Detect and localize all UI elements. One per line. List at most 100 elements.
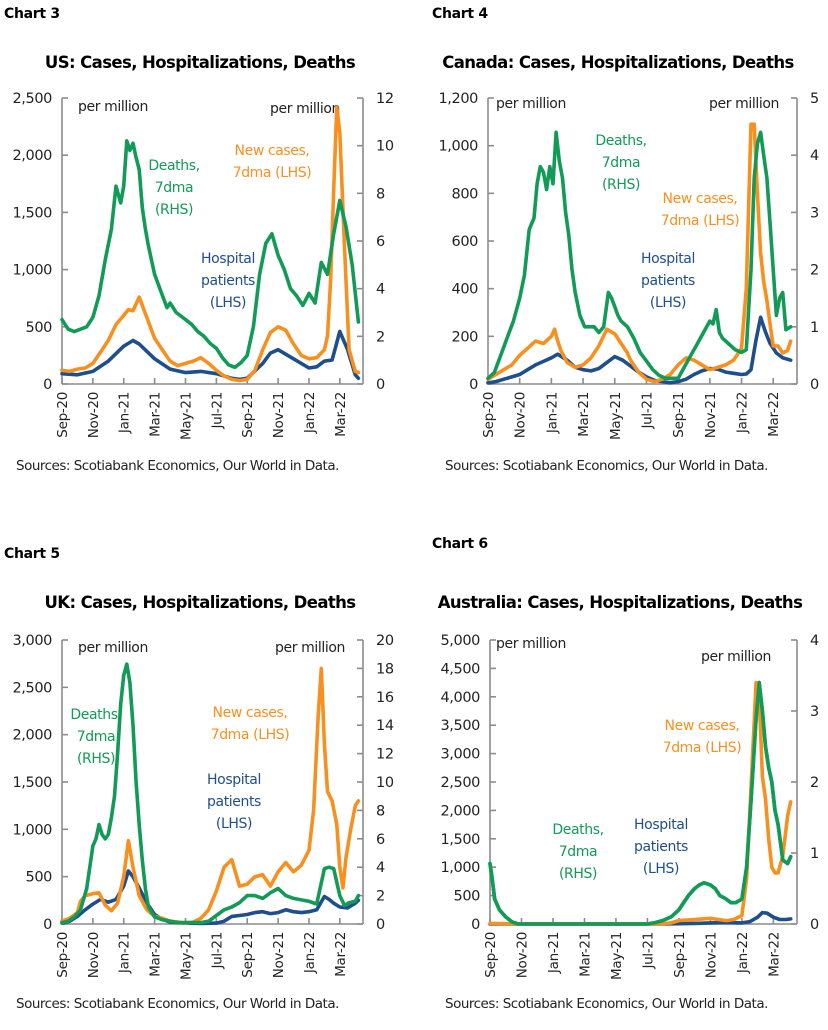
annotation-line: 7dma (LHS) xyxy=(663,740,742,756)
left-tick-label: 3,000 xyxy=(12,633,52,649)
x-tick-label: Sep-20 xyxy=(483,932,499,978)
right-tick-label: 1 xyxy=(810,320,819,336)
right-tick-label: 14 xyxy=(376,718,394,734)
chart-panel-australia: Chart 6 Australia: Cases, Hospitalizatio… xyxy=(414,530,828,1030)
annotation-line: Deaths, xyxy=(70,707,121,723)
annotation-deaths: Deaths, 7dma (RHS) xyxy=(595,133,646,193)
left-tick-label: 0 xyxy=(471,917,480,933)
left-tick-label: 1,200 xyxy=(438,91,478,107)
left-tick-label: 2,500 xyxy=(12,680,52,696)
x-tick-label: Jan-21 xyxy=(117,392,133,434)
right-tick-label: 2 xyxy=(376,329,385,345)
x-tick-label: Sep-21 xyxy=(671,392,687,438)
left-tick-label: 1,500 xyxy=(440,832,480,848)
left-tick-label: 1,500 xyxy=(12,775,52,791)
source-note: Sources: Scotiabank Economics, Our World… xyxy=(445,458,768,474)
x-tick-label: Mar-22 xyxy=(333,932,349,977)
chart-panel-canada: Chart 4 Canada: Cases, Hospitalizations,… xyxy=(414,0,828,500)
x-tick-label: Jan-22 xyxy=(735,932,751,974)
right-tick-label: 4 xyxy=(810,633,819,649)
annotation-line: New cases, xyxy=(235,143,310,159)
source-note: Sources: Scotiabank Economics, Our World… xyxy=(445,996,768,1012)
x-tick-label: Jan-22 xyxy=(735,392,751,434)
right-tick-label: 10 xyxy=(376,775,394,791)
x-tick-label: Nov-20 xyxy=(86,932,102,978)
right-tick-label: 12 xyxy=(376,91,394,107)
annotation-line: (RHS) xyxy=(559,866,597,882)
annotation-deaths: Deaths, 7dma (RHS) xyxy=(552,822,603,882)
right-unit-label: per million xyxy=(709,96,779,112)
x-tick-label: Jan-22 xyxy=(302,932,318,974)
annotation-new-cases: New cases, 7dma (LHS) xyxy=(663,718,742,756)
x-tick-label: Nov-21 xyxy=(271,392,287,438)
annotation-line: Deaths, xyxy=(595,133,646,149)
x-tick-label: Nov-21 xyxy=(271,932,287,978)
annotation-line: 7dma xyxy=(77,729,115,745)
annotation-line: patients xyxy=(641,273,695,289)
left-tick-label: 2,500 xyxy=(440,775,480,791)
annotation-hospital: Hospital patients (LHS) xyxy=(641,251,695,311)
annotation-line: patients xyxy=(201,273,255,289)
left-tick-label: 2,000 xyxy=(12,148,52,164)
x-tick-label: Sep-20 xyxy=(481,392,497,438)
x-tick-label: Sep-20 xyxy=(55,932,71,978)
right-tick-label: 0 xyxy=(810,377,819,393)
right-tick-label: 12 xyxy=(376,747,394,763)
right-tick-label: 5 xyxy=(810,91,819,107)
left-tick-label: 500 xyxy=(26,870,53,886)
right-tick-label: 1 xyxy=(810,846,819,862)
annotation-line: 7dma (LHS) xyxy=(233,165,312,181)
annotation-line: Hospital xyxy=(641,251,695,267)
source-note: Sources: Scotiabank Economics, Our World… xyxy=(16,458,339,474)
annotation-line: (RHS) xyxy=(602,177,640,193)
right-tick-label: 8 xyxy=(376,803,385,819)
x-tick-label: May-21 xyxy=(178,932,194,980)
annotation-line: New cases, xyxy=(213,705,288,721)
left-unit-label: per million xyxy=(496,96,566,112)
x-tick-label: Jan-22 xyxy=(302,392,318,434)
annotation-deaths: Deaths, 7dma (RHS) xyxy=(70,707,121,767)
left-tick-label: 2,500 xyxy=(12,91,52,107)
x-tick-label: May-21 xyxy=(608,392,624,440)
x-tick-label: Jan-21 xyxy=(546,932,562,974)
left-tick-label: 800 xyxy=(452,186,479,202)
series-line-deaths xyxy=(488,680,793,926)
x-tick-label: Mar-21 xyxy=(148,932,164,977)
right-tick-label: 8 xyxy=(376,186,385,202)
left-unit-label: per million xyxy=(496,636,566,652)
annotation-line: (LHS) xyxy=(643,861,679,877)
right-tick-label: 0 xyxy=(376,917,385,933)
x-tick-label: Sep-21 xyxy=(240,392,256,438)
annotation-line: Deaths, xyxy=(148,158,199,174)
chart-panel-uk: Chart 5 UK: Cases, Hospitalizations, Dea… xyxy=(0,530,414,1030)
chart-title: US: Cases, Hospitalizations, Deaths xyxy=(45,53,356,72)
canada-chart: Canada: Cases, Hospitalizations, Deaths 0… xyxy=(438,53,819,474)
left-tick-label: 1,500 xyxy=(12,205,52,221)
left-tick-label: 200 xyxy=(452,329,479,345)
australia-chart: Australia: Cases, Hospitalizations, Deat… xyxy=(438,593,820,1012)
left-tick-label: 1,000 xyxy=(12,822,52,838)
annotation-line: patients xyxy=(634,839,688,855)
left-tick-label: 1,000 xyxy=(440,860,480,876)
chart-number: Chart 6 xyxy=(432,536,488,552)
left-tick-label: 0 xyxy=(43,917,52,933)
series-line-deaths xyxy=(60,662,361,925)
right-tick-label: 6 xyxy=(376,832,385,848)
left-unit-label: per million xyxy=(78,640,148,656)
series-line-new-cases xyxy=(486,122,793,384)
annotation-line: Hospital xyxy=(634,817,688,833)
chart-title: UK: Cases, Hospitalizations, Deaths xyxy=(44,593,356,612)
annotation-line: Hospital xyxy=(207,772,261,788)
x-tick-label: Mar-22 xyxy=(766,392,782,437)
left-tick-label: 3,500 xyxy=(440,718,480,734)
chart-number: Chart 4 xyxy=(432,6,488,22)
left-tick-label: 2,000 xyxy=(12,728,52,744)
chart-number: Chart 5 xyxy=(4,546,60,562)
annotation-line: 7dma (LHS) xyxy=(211,727,290,743)
right-unit-label: per million xyxy=(270,101,340,117)
annotation-line: 7dma xyxy=(155,180,193,196)
annotation-new-cases: New cases, 7dma (LHS) xyxy=(211,705,290,743)
left-tick-label: 2,000 xyxy=(440,803,480,819)
annotation-line: 7dma xyxy=(559,844,597,860)
x-tick-label: Sep-21 xyxy=(672,932,688,978)
